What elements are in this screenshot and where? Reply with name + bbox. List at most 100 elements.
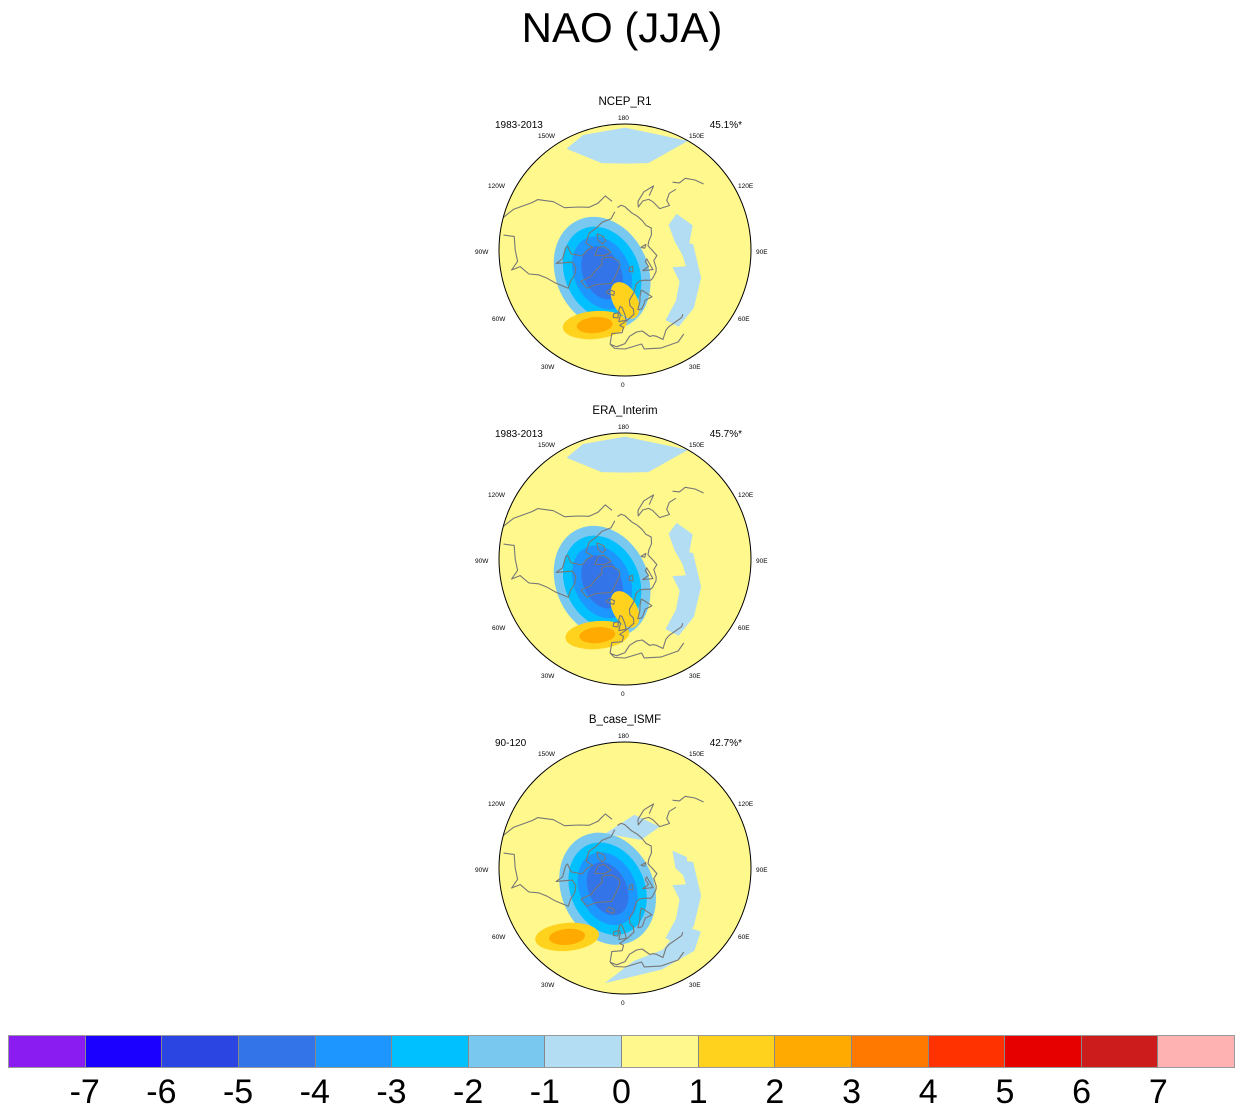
colorbar-tick-label: -5 — [222, 1073, 254, 1111]
colorbar-tick-label: 1 — [688, 1073, 708, 1111]
colorbar — [8, 1035, 1235, 1068]
colorbar-swatch — [1005, 1036, 1082, 1067]
coastline — [502, 195, 613, 218]
coastline — [503, 520, 616, 598]
lon-label-0: 0 — [621, 1000, 625, 1007]
negative-region — [665, 859, 702, 945]
colorbar-tick-label: -6 — [146, 1073, 177, 1111]
lon-label-90e: 90E — [756, 867, 768, 874]
coastline — [594, 554, 612, 566]
map-panel-ncep: NCEP_R1 1983-2013 45.1%* 180 150W 150E 1… — [470, 95, 780, 395]
lon-label-120e: 120E — [738, 183, 754, 190]
positive-anomaly-center — [610, 591, 640, 628]
lon-label-120w: 120W — [488, 801, 505, 808]
coastline — [596, 233, 606, 245]
colorbar-swatch — [392, 1036, 469, 1067]
coastline — [580, 256, 621, 289]
lon-label-60w: 60W — [492, 625, 506, 632]
colorbar-tick-label: 4 — [918, 1073, 938, 1111]
coastline — [637, 494, 677, 519]
colorbar-tick-label: -1 — [529, 1073, 560, 1111]
map-panel-era: ERA_Interim 1983-2013 45.7%* 180 150W 15… — [470, 404, 780, 704]
coastline — [605, 288, 616, 296]
colorbar-swatch — [468, 1036, 546, 1067]
panel-period: 90-120 — [495, 738, 527, 749]
coastline — [503, 829, 616, 907]
lon-label-30w: 30W — [541, 673, 555, 680]
coastline — [605, 906, 616, 914]
lon-label-30e: 30E — [689, 673, 701, 680]
colorbar-tick-label: 3 — [842, 1073, 862, 1111]
lon-label-120w: 120W — [488, 492, 505, 499]
lon-label-90w: 90W — [475, 558, 489, 565]
lon-label-60w: 60W — [492, 934, 506, 941]
colorbar-swatch — [622, 1036, 699, 1067]
coastline — [637, 803, 677, 828]
coastline — [609, 822, 658, 963]
panel-variance: 45.7%* — [709, 429, 742, 440]
coastline — [609, 932, 684, 966]
colorbar-tick-label: -7 — [69, 1073, 100, 1111]
coastline — [642, 567, 654, 581]
coastline — [594, 245, 612, 257]
lon-label-60e: 60E — [738, 625, 750, 632]
coastline — [612, 930, 619, 937]
negative-region — [566, 127, 688, 164]
coastline — [612, 312, 619, 319]
panel-period: 1983-2013 — [495, 120, 543, 131]
colorbar-tick-label: -3 — [376, 1073, 407, 1111]
lon-label-0: 0 — [621, 382, 625, 389]
lon-label-150w: 150W — [538, 442, 555, 449]
positive-anomaly-center — [610, 282, 640, 319]
lon-label-60e: 60E — [738, 316, 750, 323]
polar-map — [498, 123, 752, 377]
colorbar-swatch — [315, 1036, 393, 1067]
colorbar-swatch — [1158, 1036, 1234, 1067]
lon-label-150w: 150W — [538, 751, 555, 758]
coastline — [503, 211, 616, 289]
polar-map — [498, 432, 752, 686]
colorbar-swatch — [162, 1036, 239, 1067]
coastline — [596, 851, 606, 863]
lon-label-150e: 150E — [689, 133, 705, 140]
lon-label-180: 180 — [618, 733, 629, 740]
lon-label-30e: 30E — [689, 364, 701, 371]
coastline — [637, 185, 677, 210]
coastline — [609, 623, 684, 657]
lon-label-30e: 30E — [689, 982, 701, 989]
polar-map — [498, 741, 752, 995]
colorbar-swatch — [698, 1036, 776, 1067]
coastline — [640, 243, 647, 249]
colorbar-swatch — [9, 1036, 86, 1067]
lon-label-150w: 150W — [538, 133, 555, 140]
colorbar-swatch — [851, 1036, 929, 1067]
figure-title: NAO (JJA) — [521, 4, 723, 51]
negative-region — [665, 241, 702, 327]
lon-label-180: 180 — [618, 424, 629, 431]
map-field — [499, 124, 751, 376]
map-panel-bcase: B_case_ISMF 90-120 42.7%* 180 150W 150E … — [470, 713, 780, 1013]
map-field — [499, 742, 751, 994]
coastline — [609, 513, 658, 654]
coastline — [628, 574, 634, 582]
lon-label-150e: 150E — [689, 751, 705, 758]
negative-region — [672, 850, 687, 879]
lon-label-120e: 120E — [738, 492, 754, 499]
colorbar-tick-label: 6 — [1072, 1073, 1092, 1111]
coastline — [628, 883, 634, 891]
colorbar-tick-label: -4 — [299, 1073, 330, 1111]
coastline — [672, 486, 704, 494]
panel-title: ERA_Interim — [592, 405, 658, 417]
negative-region — [605, 814, 660, 840]
coastline — [618, 305, 627, 323]
colorbar-swatch — [928, 1036, 1006, 1067]
coastline — [612, 621, 619, 628]
colorbar-swatch — [775, 1036, 852, 1067]
colorbar-tick-label: 7 — [1148, 1073, 1168, 1111]
coastline — [637, 598, 653, 620]
colorbar-swatch — [85, 1036, 163, 1067]
coastline — [609, 204, 658, 345]
coastline — [609, 314, 684, 348]
colorbar-swatch — [238, 1036, 316, 1067]
negative-region — [665, 550, 702, 636]
